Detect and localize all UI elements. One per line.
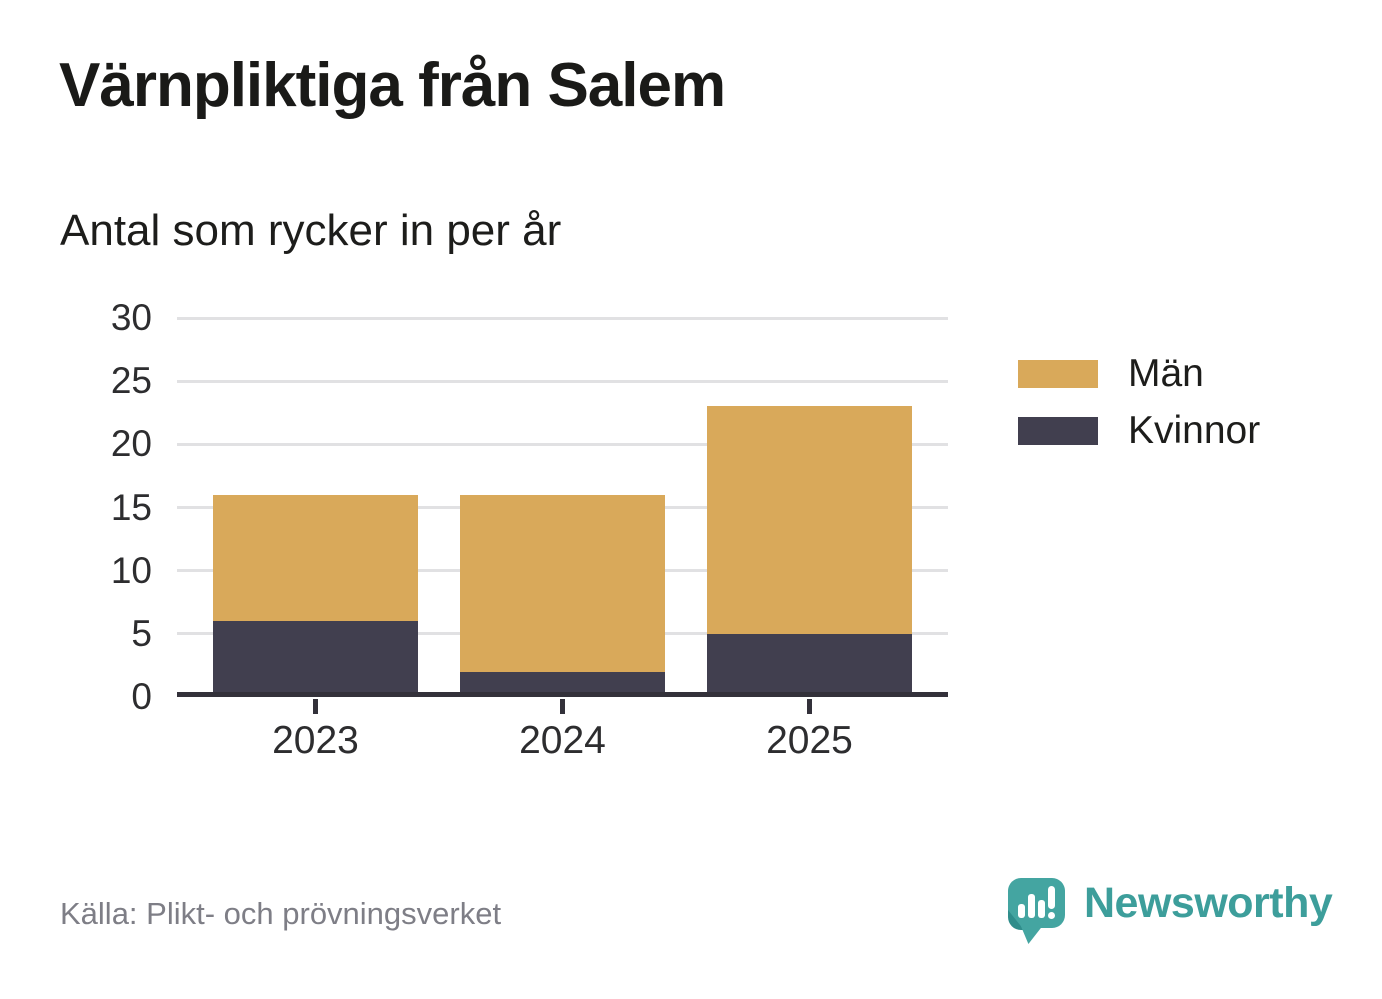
brand-name: Newsworthy: [1084, 879, 1333, 927]
legend-item-kvinnor: Kvinnor: [1018, 409, 1260, 453]
newsworthy-brand: Newsworthy: [1008, 876, 1333, 948]
y-tick-label-0: 0: [131, 676, 152, 717]
bar-2024-män: [460, 494, 665, 672]
y-tick-label-20: 20: [110, 423, 152, 465]
y-tick-label-15: 15: [110, 486, 152, 528]
bar-2023-kvinnor: [213, 621, 418, 697]
bar-2025-kvinnor: [707, 633, 912, 697]
source-text: Källa: Plikt- och prövningsverket: [60, 896, 502, 931]
x-tick-label-2025: 2025: [766, 719, 853, 762]
x-tick-label-2024: 2024: [519, 719, 606, 762]
y-tick-label-30: 30: [110, 297, 152, 338]
gridline-25: [177, 379, 948, 383]
y-tick-label-10: 10: [110, 549, 152, 591]
bar-2023-män: [213, 494, 418, 622]
x-tick-label-2023: 2023: [272, 719, 359, 762]
legend: Män Kvinnor: [1018, 352, 1260, 453]
legend-swatch-män: [1018, 360, 1098, 388]
legend-label-kvinnor: Kvinnor: [1128, 409, 1261, 452]
bar-2025-män: [707, 406, 912, 634]
y-tick-label-25: 25: [110, 360, 152, 402]
x-axis-line: [177, 692, 948, 697]
y-tick-label-5: 5: [131, 612, 152, 654]
newsworthy-logo-icon: [1008, 876, 1066, 948]
legend-swatch-kvinnor: [1018, 417, 1098, 445]
chart-title: Värnpliktiga från Salem: [59, 51, 726, 120]
x-tick-2025: [807, 699, 812, 714]
gridline-20: [177, 442, 948, 446]
x-tick-2023: [313, 699, 318, 714]
legend-label-män: Män: [1128, 352, 1204, 395]
chart-subtitle: Antal som rycker in per år: [60, 206, 562, 255]
gridline-30: [177, 316, 948, 320]
legend-item-män: Män: [1018, 352, 1260, 396]
x-tick-2024: [560, 699, 565, 714]
